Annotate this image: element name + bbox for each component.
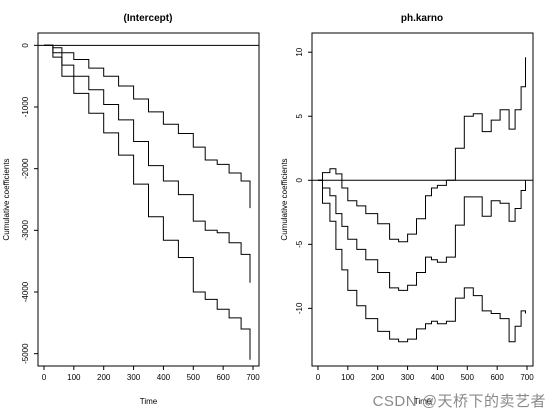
x-tick-label: 700 xyxy=(246,373,260,382)
y-tick-label: -5000 xyxy=(21,343,30,364)
y-axis-label: Cumulative coefficients xyxy=(280,158,289,240)
y-tick-label: -10 xyxy=(295,302,304,314)
y-axis-label: Cumulative coefficients xyxy=(2,158,11,240)
x-tick-label: 0 xyxy=(42,373,47,382)
y-tick-label: -1000 xyxy=(21,96,30,117)
series-line-upper xyxy=(318,57,526,243)
y-tick-label: 0 xyxy=(21,43,30,48)
x-axis-label: Time xyxy=(140,397,158,406)
x-axis-label: Time xyxy=(414,397,432,406)
x-tick-label: 100 xyxy=(67,373,81,382)
panel-ph-karno: ph.karno 0 100 200 300 400 500 600 700 10 5 0 -5 -10 T… xyxy=(280,13,534,406)
x-tick-label: 400 xyxy=(431,373,445,382)
x-tick-label: 200 xyxy=(371,373,385,382)
chart-title: ph.karno xyxy=(401,13,443,24)
series-line-estimate xyxy=(44,44,251,283)
y-tick-label: -4000 xyxy=(21,281,30,302)
x-tick-label: 600 xyxy=(490,373,504,382)
series-line-upper xyxy=(44,44,251,209)
x-tick-label: 100 xyxy=(341,373,355,382)
x-tick-label: 200 xyxy=(97,373,111,382)
x-tick-label: 300 xyxy=(401,373,415,382)
x-tick-label: 500 xyxy=(187,373,201,382)
series-line-lower xyxy=(318,179,526,343)
y-tick-label: -5 xyxy=(295,240,304,248)
y-tick-label: 0 xyxy=(295,178,304,183)
x-tick-label: 300 xyxy=(127,373,141,382)
chart-title: (Intercept) xyxy=(124,13,173,24)
x-tick-label: 0 xyxy=(316,373,321,382)
y-tick-label: 5 xyxy=(295,113,304,118)
x-tick-label: 700 xyxy=(520,373,534,382)
plot-frame xyxy=(311,32,534,367)
x-tick-label: 400 xyxy=(157,373,171,382)
watermark: CSDN @天桥下的卖艺者 xyxy=(372,393,546,410)
series-line-estimate xyxy=(318,179,526,291)
panel-intercept: (Intercept) 0 100 200 300 400 500 600 700 0 -1000 -… xyxy=(2,13,260,406)
x-tick-label: 600 xyxy=(216,373,230,382)
series-line-lower xyxy=(44,44,251,360)
y-tick-label: -2000 xyxy=(21,158,30,179)
y-tick-label: 10 xyxy=(295,47,304,56)
y-tick-label: -3000 xyxy=(21,220,30,241)
plot-frame xyxy=(37,32,260,367)
x-tick-label: 500 xyxy=(461,373,475,382)
